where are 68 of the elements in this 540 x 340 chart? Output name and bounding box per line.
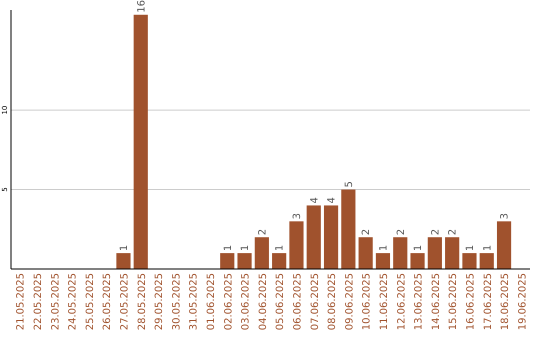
data-label: 1 xyxy=(464,244,476,252)
x-tick-label: 07.06.2025 xyxy=(310,273,321,330)
x-tick-label: 28.05.2025 xyxy=(136,273,148,330)
bar xyxy=(272,253,286,269)
x-tick-label: 09.06.2025 xyxy=(344,273,356,330)
x-tick-label: 06.06.2025 xyxy=(292,273,304,330)
x-tick-label: 30.05.2025 xyxy=(171,273,182,330)
data-label: 16 xyxy=(136,0,148,13)
data-label: 2 xyxy=(361,228,372,236)
x-tick-label: 10.06.2025 xyxy=(362,273,373,330)
data-label: 1 xyxy=(413,244,424,252)
data-label: 2 xyxy=(257,228,268,236)
bar xyxy=(237,253,252,269)
data-label: 1 xyxy=(482,244,494,252)
x-tick-label: 02.06.2025 xyxy=(223,273,234,330)
data-label: 1 xyxy=(222,244,234,252)
x-tick-label: 25.05.2025 xyxy=(84,273,96,330)
bar xyxy=(289,221,304,269)
bar xyxy=(410,253,425,269)
data-label: 1 xyxy=(378,244,390,252)
bar xyxy=(116,253,131,269)
x-tick-label: 19.06.2025 xyxy=(517,273,528,330)
data-label: 1 xyxy=(118,244,130,252)
x-tick-label: 17.06.2025 xyxy=(482,273,494,330)
bar xyxy=(393,237,408,269)
data-label: 2 xyxy=(448,228,459,236)
bar xyxy=(496,221,512,269)
data-label: 2 xyxy=(396,228,407,236)
bar xyxy=(428,237,442,269)
x-tick-label: 15.06.2025 xyxy=(448,273,460,330)
x-tick-label: 05.06.2025 xyxy=(275,273,286,330)
x-tick-label: 14.06.2025 xyxy=(430,273,442,330)
x-tick-label: 27.05.2025 xyxy=(119,273,130,330)
x-tick-label: 04.06.2025 xyxy=(258,273,269,330)
x-tick-label: 29.05.2025 xyxy=(154,273,166,330)
x-tick-label: 01.06.2025 xyxy=(206,273,217,330)
data-label: 1 xyxy=(240,244,252,252)
x-tick-label: 03.06.2025 xyxy=(240,273,252,330)
x-tick-label: 23.05.2025 xyxy=(50,273,62,330)
x-tick-label: 26.05.2025 xyxy=(102,273,114,330)
bar xyxy=(134,14,148,269)
bar xyxy=(462,253,477,269)
x-tick-label: 31.05.2025 xyxy=(188,273,200,330)
bar xyxy=(220,253,234,269)
data-label: 1 xyxy=(274,244,286,252)
bar xyxy=(324,205,338,269)
x-tick-label: 22.05.2025 xyxy=(32,273,44,330)
bar xyxy=(254,237,269,269)
bar xyxy=(480,253,494,269)
bar xyxy=(306,205,321,269)
bar xyxy=(376,253,390,269)
x-tick-label: 13.06.2025 xyxy=(414,273,425,330)
data-label: 4 xyxy=(326,197,338,204)
data-label: 3 xyxy=(292,212,303,220)
x-tick-label: 11.06.2025 xyxy=(378,273,390,330)
bar xyxy=(358,237,373,269)
data-label: 3 xyxy=(500,212,511,220)
bar xyxy=(341,190,356,269)
x-tick-label: 16.06.2025 xyxy=(465,273,476,330)
data-label: 2 xyxy=(430,228,442,236)
data-label: 4 xyxy=(309,197,320,204)
x-tick-label: 21.05.2025 xyxy=(16,273,27,330)
x-tick-label: 12.06.2025 xyxy=(396,273,408,330)
bar xyxy=(445,237,460,269)
data-label: 5 xyxy=(344,181,355,188)
x-tick-label: 24.05.2025 xyxy=(68,273,79,330)
x-tick-label: 18.06.2025 xyxy=(500,273,512,330)
x-tick-label: 08.06.2025 xyxy=(327,273,338,330)
